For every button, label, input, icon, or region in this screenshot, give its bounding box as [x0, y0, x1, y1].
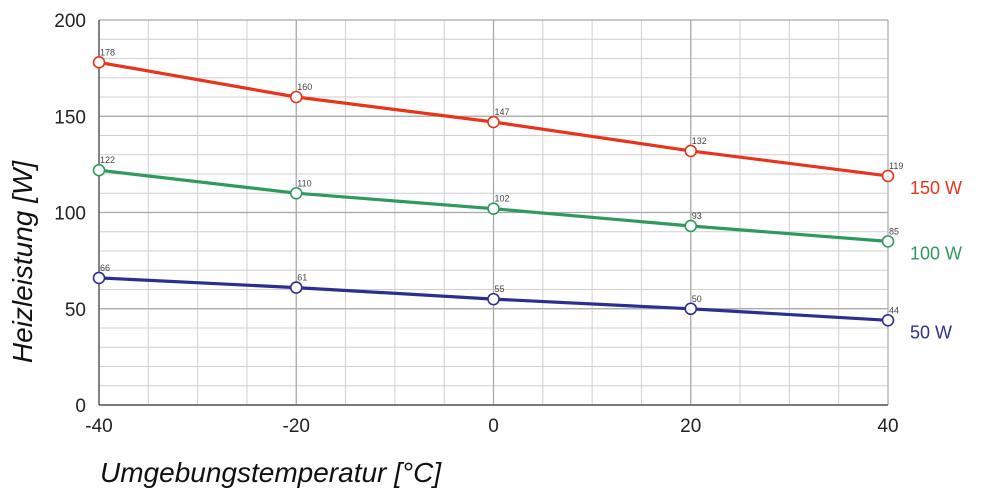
y-tick-label: 150 — [54, 107, 86, 128]
data-point-marker — [487, 292, 500, 306]
data-point-marker — [289, 90, 303, 104]
data-point-marker — [487, 202, 500, 215]
data-point-label: 122 — [100, 155, 115, 165]
data-point-marker — [92, 163, 106, 177]
data-point-label: 61 — [297, 273, 307, 283]
data-point-marker — [92, 56, 106, 69]
data-point-label: 132 — [692, 136, 707, 146]
data-point-marker — [684, 219, 698, 233]
data-point-label: 93 — [692, 211, 702, 221]
x-tick-label: -40 — [85, 416, 112, 437]
data-point-label: 55 — [495, 284, 505, 294]
x-axis-title: Umgebungstemperatur [°C] — [100, 457, 442, 488]
series-label: 100 W — [910, 243, 962, 263]
y-axis-title: Heizleistung [W] — [7, 160, 38, 364]
x-tick-label: 40 — [877, 416, 898, 437]
data-point-label: 66 — [100, 263, 110, 273]
data-point-marker — [289, 186, 303, 200]
data-point-label: 160 — [297, 82, 312, 92]
data-point-label: 102 — [495, 194, 510, 204]
y-tick-label: 0 — [75, 396, 86, 417]
data-point-marker — [92, 271, 106, 285]
y-tick-label: 100 — [54, 204, 86, 225]
series-group — [92, 56, 895, 327]
data-point-marker — [289, 281, 303, 294]
x-tick-label: -20 — [283, 416, 310, 437]
data-point-label: 110 — [297, 178, 311, 188]
data-point-marker — [881, 313, 895, 327]
label-group: 178 160 147 132 119 150 W 122 110 102 93 85 100 W 66… — [100, 47, 962, 342]
data-point-label: 147 — [495, 107, 510, 117]
data-point-marker — [881, 169, 895, 183]
data-point-marker — [881, 235, 895, 248]
series-label: 150 W — [910, 178, 962, 198]
data-point-marker — [487, 115, 500, 129]
data-point-label: 44 — [889, 305, 899, 315]
data-point-label: 50 — [692, 294, 702, 304]
x-tick-label: 0 — [488, 416, 499, 437]
x-tick-label: 20 — [680, 416, 701, 437]
axes: 0 50 100 150 200 -40 -20 0 20 40 — [54, 11, 898, 437]
data-point-label: 85 — [889, 226, 899, 236]
data-point-label: 178 — [100, 47, 115, 57]
y-tick-label: 50 — [65, 300, 86, 321]
data-point-label: 119 — [889, 161, 903, 171]
y-tick-label: 200 — [54, 11, 86, 32]
series-label: 50 W — [910, 322, 952, 342]
data-point-marker — [684, 144, 698, 158]
data-point-marker — [684, 302, 698, 316]
